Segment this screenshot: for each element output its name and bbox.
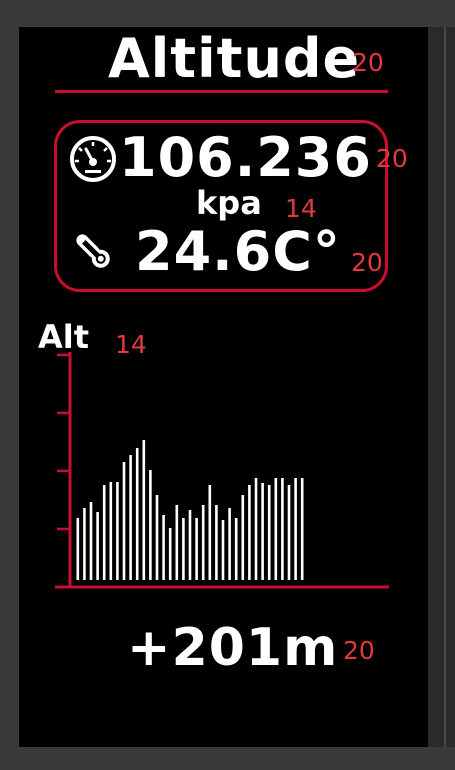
chart-bar (109, 482, 113, 580)
thermometer-icon (76, 234, 110, 268)
delta-font-size-label: 20 (343, 636, 375, 665)
temperature-font-size-label: 20 (351, 248, 383, 277)
chart-bar (149, 470, 152, 580)
altitude-delta: +201m (127, 618, 339, 678)
chart-bar (195, 518, 198, 580)
graph-label: Alt (38, 318, 90, 356)
chart-bar (241, 495, 245, 580)
chart-bar (129, 455, 132, 580)
chart-bar (228, 508, 231, 580)
display-canvas (19, 27, 428, 747)
chart-bar (102, 485, 106, 580)
chart-bar (281, 478, 284, 580)
unit-font-size-label: 14 (285, 194, 317, 223)
temperature-value: 24.6C° (135, 220, 341, 283)
chart-bar (96, 512, 99, 580)
chart-bar (300, 478, 304, 580)
chart-bar (122, 462, 126, 580)
gauge-icon (70, 136, 116, 182)
pressure-font-size-label: 20 (376, 144, 408, 173)
page-title: Altitude (108, 27, 361, 90)
chart-bar (188, 510, 192, 580)
chart-bar (294, 478, 297, 580)
readings-panel (54, 120, 388, 292)
title-font-size-label: 20 (352, 48, 384, 77)
chart-bar (142, 440, 146, 580)
chart-bar (261, 483, 264, 580)
chart-bar (221, 520, 225, 580)
scrollbar[interactable] (428, 27, 455, 747)
pressure-unit: kpa (196, 184, 262, 222)
chart-bar (267, 485, 271, 580)
chart-bar (155, 495, 159, 580)
chart-bar (274, 478, 278, 580)
scrollbar-edge (444, 27, 446, 747)
chart-bar (162, 515, 165, 580)
chart-bar (215, 505, 218, 580)
chart-bar (234, 518, 238, 580)
chart-bar (182, 518, 185, 580)
chart-bar (89, 502, 93, 580)
chart-bar (135, 448, 139, 580)
chart-bar (254, 478, 258, 580)
chart-bar (248, 485, 251, 580)
graph-label-font-size-label: 14 (115, 330, 147, 359)
pressure-value: 106.236 (119, 126, 372, 189)
chart-bar (175, 505, 179, 580)
chart-bar (76, 518, 80, 580)
chart-bar (201, 505, 205, 580)
chart-bar (116, 482, 119, 580)
chart-bar (83, 508, 86, 580)
title-divider (55, 90, 388, 93)
chart-bar (287, 485, 291, 580)
chart-bar (208, 485, 212, 580)
chart-bar (168, 528, 172, 580)
